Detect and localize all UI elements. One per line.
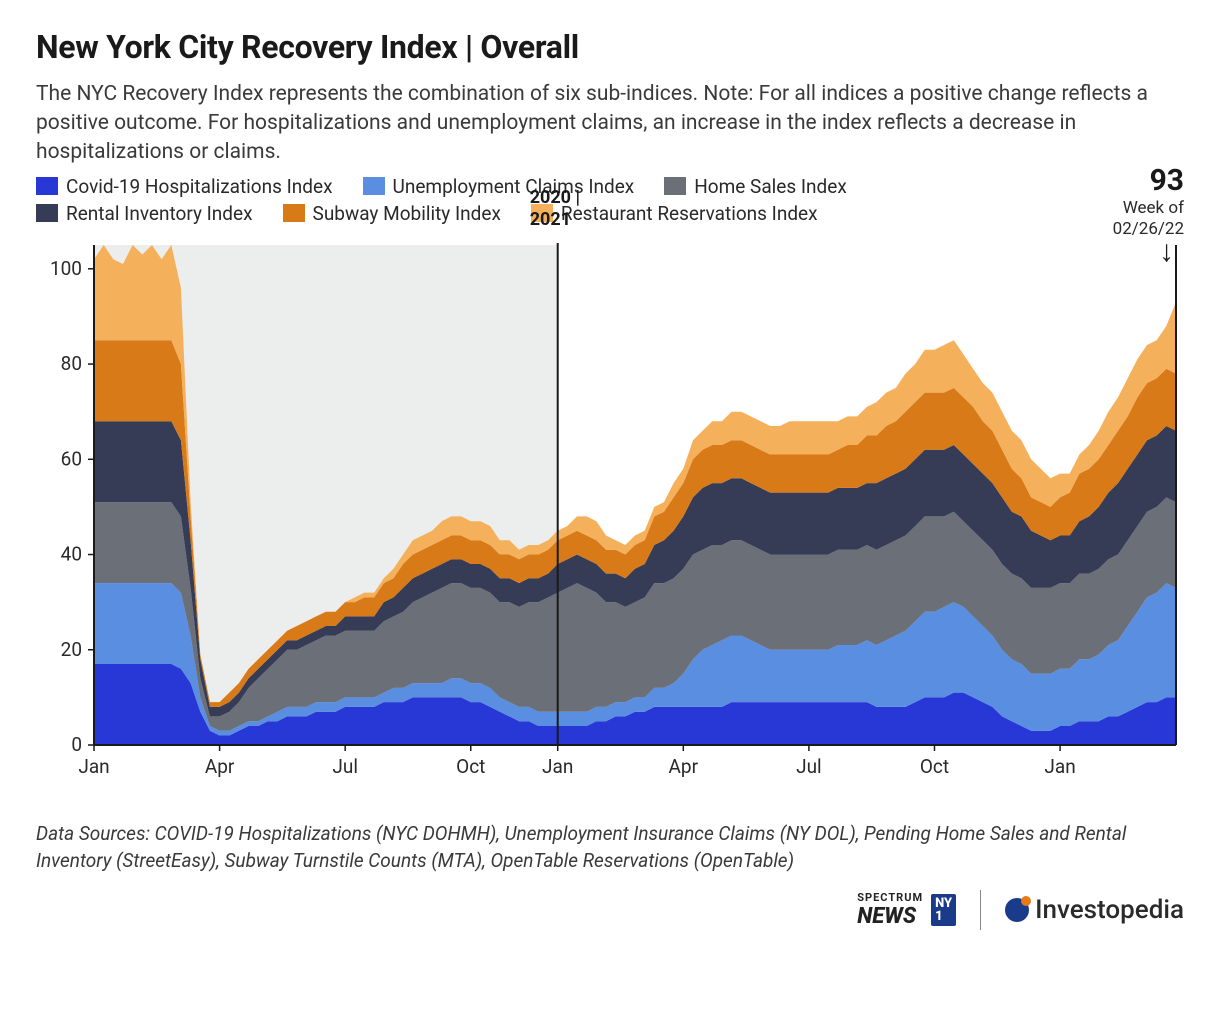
legend-swatch — [36, 177, 58, 195]
svg-text:Oct: Oct — [920, 755, 949, 778]
svg-text:80: 80 — [61, 352, 82, 375]
legend-item: Home Sales Index — [664, 175, 847, 198]
brand-divider — [980, 890, 981, 930]
legend-swatch — [363, 177, 385, 195]
svg-text:Oct: Oct — [456, 755, 485, 778]
brand-investopedia: Investopedia — [1005, 895, 1184, 925]
legend-label: Rental Inventory Index — [66, 202, 253, 225]
legend-label: Subway Mobility Index — [313, 202, 501, 225]
svg-text:Jul: Jul — [332, 755, 358, 778]
svg-text:Jul: Jul — [796, 755, 822, 778]
chart-subtitle: The NYC Recovery Index represents the co… — [36, 80, 1184, 167]
svg-text:0: 0 — [71, 733, 82, 756]
brand-row: SPECTRUM NEWS NY 1 Investopedia — [36, 890, 1184, 930]
legend-label: Unemployment Claims Index — [393, 175, 635, 198]
brand-spectrum-line2: NEWS — [857, 904, 923, 929]
svg-text:100: 100 — [50, 257, 82, 280]
callout-value: 93 — [1113, 163, 1184, 198]
legend-item: Unemployment Claims Index — [363, 175, 635, 198]
legend-item: Rental Inventory Index — [36, 202, 253, 225]
callout: 93 Week of 02/26/22 — [1113, 163, 1184, 241]
year-divider-label: 2020 | 2021 — [530, 187, 580, 230]
investopedia-text: Investopedia — [1035, 895, 1184, 925]
legend: Covid-19 Hospitalizations Index Unemploym… — [36, 175, 936, 225]
legend-swatch — [664, 177, 686, 195]
brand-spectrum-line1: SPECTRUM — [857, 891, 923, 904]
svg-text:60: 60 — [61, 447, 82, 470]
svg-text:20: 20 — [61, 638, 82, 661]
legend-label: Covid-19 Hospitalizations Index — [66, 175, 333, 198]
chart-title: New York City Recovery Index | Overall — [36, 28, 1184, 66]
data-sources-note: Data Sources: COVID-19 Hospitalizations … — [36, 821, 1184, 874]
svg-text:Jan: Jan — [1044, 755, 1075, 778]
legend-swatch — [283, 204, 305, 222]
legend-label: Restaurant Reservations Index — [561, 202, 818, 225]
callout-arrow-icon: ↓ — [1159, 237, 1174, 267]
legend-item: Subway Mobility Index — [283, 202, 501, 225]
svg-text:40: 40 — [61, 542, 82, 565]
legend-label: Home Sales Index — [694, 175, 847, 198]
svg-text:Apr: Apr — [669, 755, 699, 778]
chart-container: 2020 | 2021 93 Week of 02/26/22 ↓ 020406… — [36, 235, 1184, 795]
svg-text:Jan: Jan — [78, 755, 109, 778]
legend-item: Covid-19 Hospitalizations Index — [36, 175, 333, 198]
legend-swatch — [36, 204, 58, 222]
svg-text:Jan: Jan — [542, 755, 573, 778]
stacked-area-chart: 0 20 40 60 80 100 Jan Apr Jul Oct Jan Apr Jul Oct Jan — [36, 235, 1184, 795]
investopedia-logo-icon — [1005, 898, 1029, 922]
svg-text:Apr: Apr — [205, 755, 235, 778]
brand-spectrum-news: SPECTRUM NEWS NY 1 — [857, 891, 956, 929]
ny1-badge-icon: NY 1 — [931, 894, 956, 926]
